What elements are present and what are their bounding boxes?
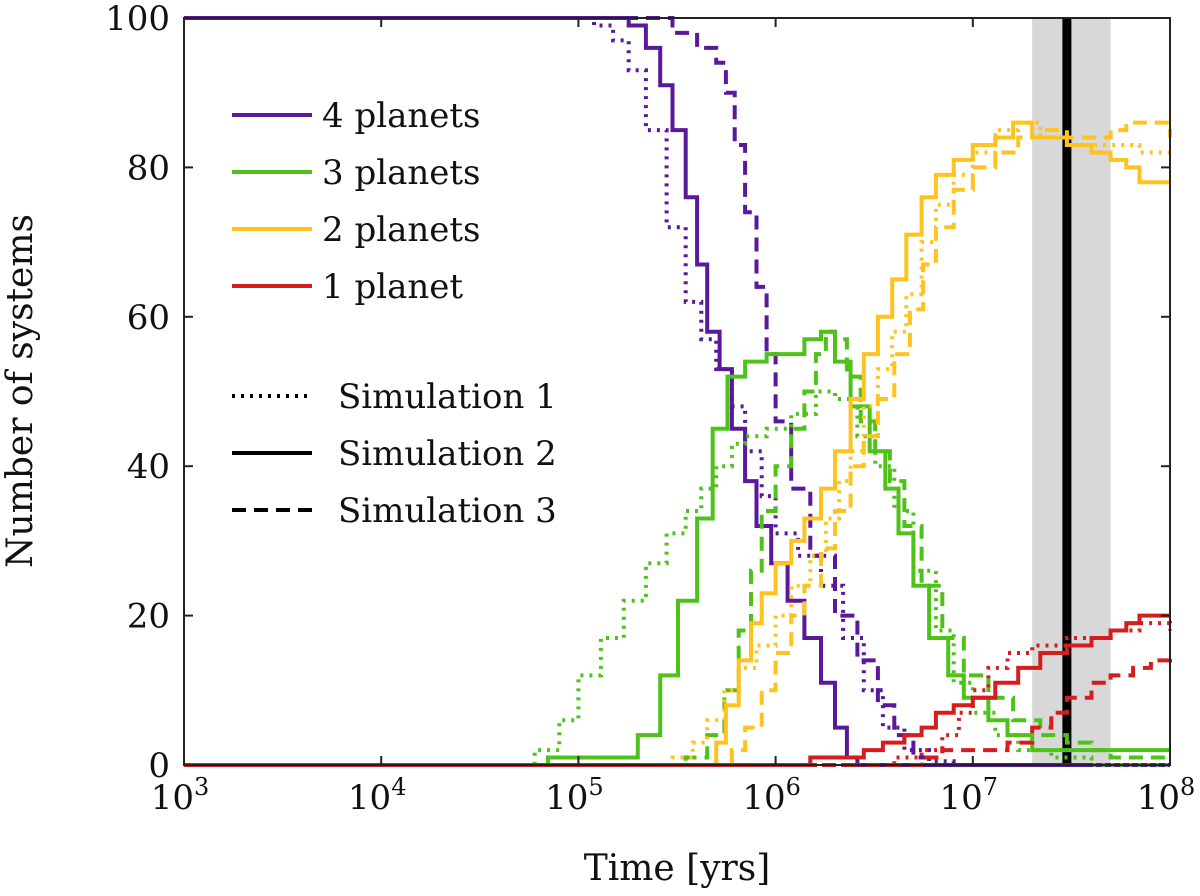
x-tick-label-exponent: 4 <box>391 773 406 801</box>
legend-label: 3 planets <box>322 153 480 193</box>
series-line-1-planet-simulation-2 <box>184 613 1170 767</box>
x-tick-label-base: 10 <box>545 778 588 818</box>
series-line-3-planets-simulation-2 <box>184 329 1170 767</box>
series-line-2-planets-simulation-2 <box>184 120 1170 767</box>
legend-label: 4 planets <box>322 96 480 136</box>
series-layer <box>184 16 1172 767</box>
highlight-band <box>1032 18 1111 765</box>
x-axis-label: Time [yrs] <box>584 848 771 889</box>
y-tick-label: 20 <box>127 597 170 637</box>
y-tick-label: 100 <box>105 0 170 39</box>
x-tick-label-base: 10 <box>940 778 983 818</box>
x-tick-label: 104 <box>348 773 407 818</box>
x-tick-label-base: 10 <box>348 778 391 818</box>
x-tick-label-exponent: 7 <box>983 773 998 801</box>
x-tick-label: 103 <box>151 773 210 818</box>
x-tick-label-exponent: 3 <box>194 773 209 801</box>
x-tick-label: 108 <box>1137 773 1196 818</box>
series-line-2-planets-simulation-3 <box>184 120 1172 767</box>
x-tick-label-exponent: 5 <box>588 773 603 801</box>
y-axis-label: Number of systems <box>0 214 41 568</box>
x-tick-label-base: 10 <box>742 778 785 818</box>
x-tick-label-exponent: 8 <box>1180 773 1195 801</box>
legend-style-label: Simulation 3 <box>338 491 557 531</box>
y-tick-label: 60 <box>127 298 170 338</box>
plot-frame <box>183 17 1171 766</box>
x-tick-label: 105 <box>545 773 604 818</box>
y-tick-label: 0 <box>148 746 170 786</box>
legend-style-label: Simulation 2 <box>338 434 557 474</box>
x-tick-label-exponent: 6 <box>786 773 801 801</box>
series-line-4-planets-simulation-1 <box>184 16 1170 767</box>
series-line-4-planets-simulation-2 <box>184 16 1170 767</box>
x-tick-label-base: 10 <box>151 778 194 818</box>
series-line-3-planets-simulation-3 <box>184 329 1170 767</box>
series-line-1-planet-simulation-3 <box>184 653 1172 767</box>
y-tick-label: 40 <box>127 447 170 487</box>
series-line-3-planets-simulation-1 <box>184 389 1170 767</box>
legend-style-label: Simulation 1 <box>338 377 557 417</box>
series-line-2-planets-simulation-1 <box>184 120 1170 767</box>
legend-label: 1 planet <box>322 267 463 307</box>
x-tick-label-base: 10 <box>1137 778 1180 818</box>
legend-label: 2 planets <box>322 210 480 250</box>
x-tick-label: 107 <box>940 773 999 818</box>
y-tick-label: 80 <box>127 148 170 188</box>
legend: 4 planets 3 planets 2 planets 1 planet Simul… <box>232 96 557 531</box>
x-tick-label: 106 <box>742 773 801 818</box>
